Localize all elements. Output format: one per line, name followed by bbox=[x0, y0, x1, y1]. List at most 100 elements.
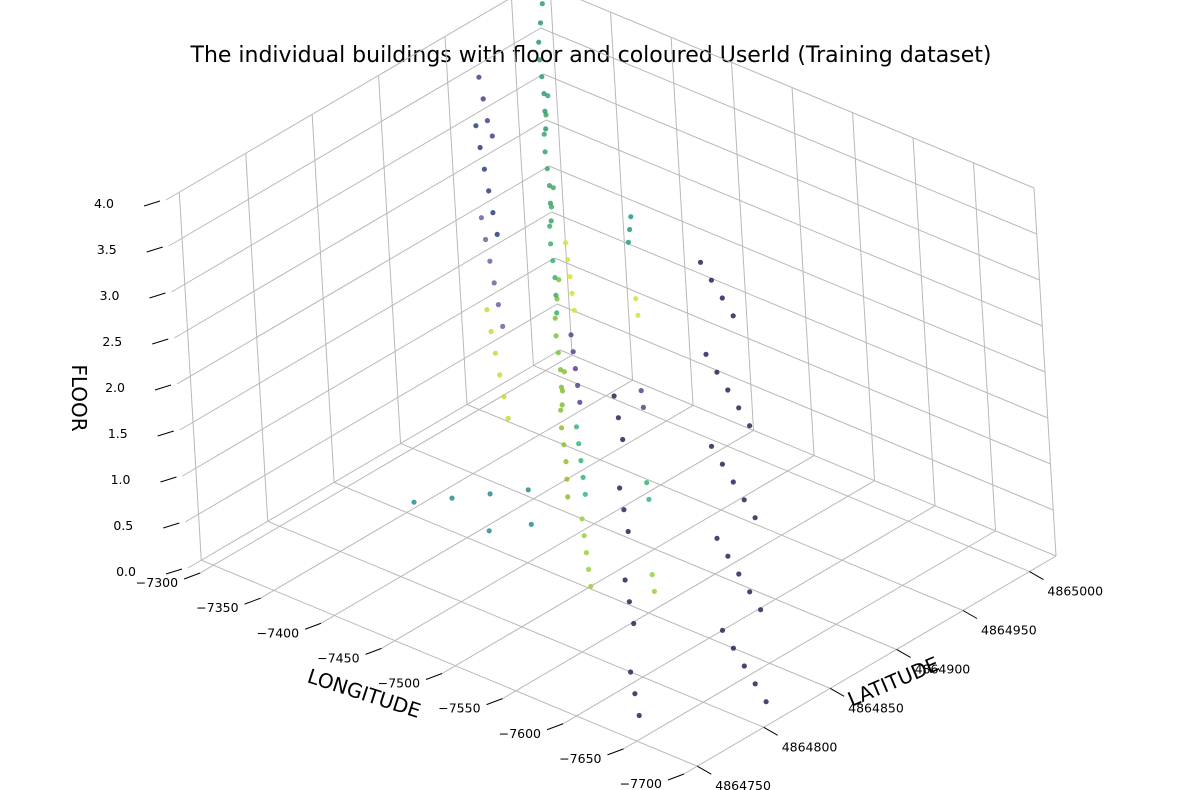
data-point bbox=[714, 369, 720, 375]
data-point bbox=[627, 226, 633, 233]
data-point bbox=[628, 214, 634, 220]
gridline-side-lat bbox=[511, 0, 534, 366]
data-point bbox=[487, 258, 493, 264]
gridline-back-floor bbox=[543, 73, 1040, 281]
gridline-back-floor bbox=[548, 165, 1046, 373]
data-point bbox=[631, 620, 637, 627]
x-tick-label: −7600 bbox=[499, 726, 541, 741]
series-group bbox=[478, 215, 506, 329]
data-point bbox=[730, 479, 736, 485]
data-point bbox=[491, 280, 497, 286]
series-group bbox=[625, 214, 634, 245]
data-point bbox=[544, 166, 550, 172]
gridline-floor-lon bbox=[502, 480, 875, 700]
data-point bbox=[553, 333, 559, 339]
series-group bbox=[536, 1, 549, 132]
data-point bbox=[539, 1, 545, 7]
y-tick-label: 4864750 bbox=[715, 778, 771, 790]
gridline-side-floor bbox=[184, 303, 558, 523]
data-point bbox=[567, 274, 573, 280]
gridline-floor-lat bbox=[333, 481, 831, 689]
data-point bbox=[554, 310, 560, 316]
gridline-side-floor bbox=[176, 165, 550, 385]
gridline-side-lat bbox=[378, 75, 402, 444]
data-point bbox=[635, 312, 641, 318]
gridline-back-floor bbox=[551, 211, 1048, 419]
data-point bbox=[752, 681, 758, 687]
data-point bbox=[561, 369, 567, 375]
gridline-floor-lat bbox=[466, 404, 964, 611]
series-group bbox=[611, 351, 753, 443]
gridline-floor-lon bbox=[199, 354, 573, 574]
data-point bbox=[747, 589, 753, 595]
data-point bbox=[477, 144, 483, 151]
data-point bbox=[500, 323, 506, 329]
gridline-back-lon bbox=[912, 137, 936, 506]
data-point bbox=[411, 499, 417, 505]
data-point bbox=[565, 494, 571, 500]
data-point bbox=[571, 307, 577, 313]
gridline-side-floor bbox=[168, 27, 542, 247]
data-point bbox=[578, 458, 584, 464]
series-group bbox=[617, 443, 758, 535]
series-group bbox=[484, 307, 511, 421]
gridline-back-floor bbox=[580, 0, 1035, 189]
data-point bbox=[539, 74, 545, 80]
z-tick-label: 4.0 bbox=[94, 196, 114, 211]
data-point bbox=[559, 402, 565, 408]
data-point bbox=[741, 497, 747, 503]
y-tick-mark bbox=[1029, 571, 1044, 581]
scatter-points bbox=[411, 1, 769, 719]
data-point bbox=[473, 123, 479, 129]
data-point bbox=[588, 583, 594, 589]
x-tick-label: −7550 bbox=[438, 701, 480, 716]
gridline-back-lon bbox=[1033, 187, 1057, 557]
x-tick-mark bbox=[244, 597, 261, 605]
data-point bbox=[725, 387, 731, 393]
data-point bbox=[708, 277, 715, 283]
gridline-back-lon bbox=[731, 62, 755, 431]
data-point bbox=[736, 405, 742, 411]
data-point bbox=[736, 571, 742, 577]
x-tick-mark bbox=[425, 673, 443, 680]
data-point bbox=[708, 443, 715, 449]
data-point bbox=[484, 118, 490, 124]
data-point bbox=[646, 496, 652, 502]
x-tick-label: −7500 bbox=[378, 676, 420, 691]
z-tick-mark bbox=[163, 522, 180, 529]
series-group bbox=[411, 487, 534, 534]
x-tick-label: −7300 bbox=[136, 575, 178, 590]
series-group bbox=[552, 277, 565, 408]
data-point bbox=[483, 236, 489, 243]
data-point bbox=[622, 577, 628, 583]
gridline-side-floor bbox=[171, 73, 544, 293]
data-point bbox=[545, 93, 551, 99]
data-point bbox=[486, 188, 492, 194]
gridline-back-lon bbox=[550, 0, 573, 356]
data-point bbox=[640, 404, 647, 410]
data-point bbox=[626, 599, 633, 605]
chart-title: The individual buildings with floor and … bbox=[190, 43, 992, 68]
series-group bbox=[573, 424, 652, 502]
data-point bbox=[649, 572, 655, 578]
data-point bbox=[575, 382, 581, 388]
data-point bbox=[497, 372, 503, 378]
x-tick-mark bbox=[183, 572, 201, 580]
data-point bbox=[559, 425, 565, 431]
gridline-side-lat bbox=[178, 192, 202, 561]
x-tick-label: −7450 bbox=[317, 650, 359, 665]
data-point bbox=[564, 476, 570, 482]
data-point bbox=[651, 588, 658, 595]
data-point bbox=[528, 521, 534, 527]
data-point bbox=[553, 292, 559, 298]
data-point bbox=[541, 91, 547, 97]
gridline-floor-lon bbox=[441, 455, 815, 674]
z-tick-mark bbox=[152, 338, 169, 345]
z-tick-label: 3.5 bbox=[97, 242, 117, 257]
data-point bbox=[562, 240, 569, 246]
data-point bbox=[577, 399, 583, 405]
data-point bbox=[644, 480, 650, 486]
data-point bbox=[492, 350, 498, 356]
series-group bbox=[476, 74, 495, 139]
data-point bbox=[547, 200, 554, 206]
